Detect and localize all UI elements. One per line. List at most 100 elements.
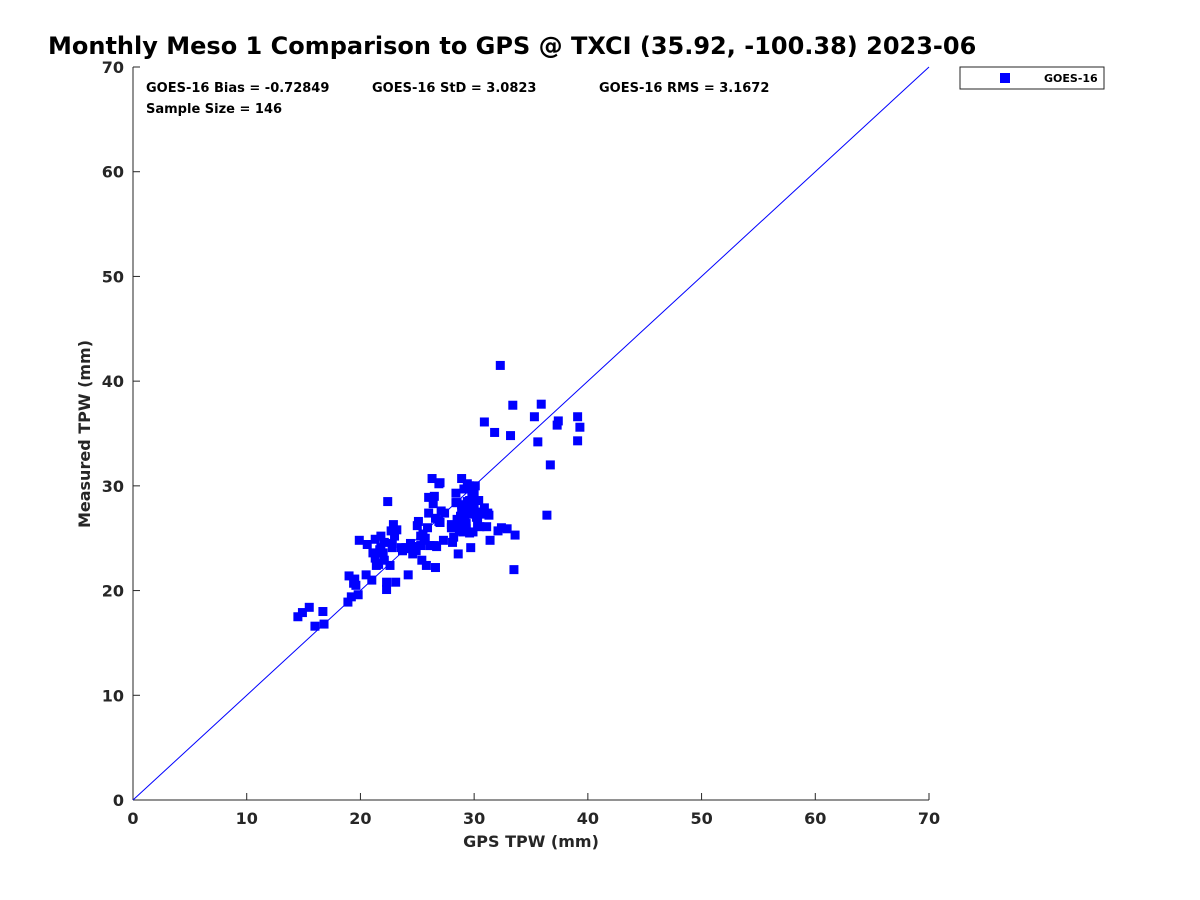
data-point [482,522,492,532]
data-point [388,520,398,530]
data-point [453,549,463,559]
x-tick-label: 10 [236,809,258,828]
data-point [293,612,303,622]
data-point [435,478,445,488]
data-point [536,399,546,409]
data-point [343,597,353,607]
data-point [385,560,395,570]
data-point [485,535,495,545]
data-point [466,483,476,493]
data-point [398,546,408,556]
data-point [379,555,389,565]
y-tick-label: 10 [102,686,124,705]
data-point [382,577,392,587]
data-point [474,496,484,506]
stat-std: GOES-16 StD = 3.0823 [372,81,536,96]
data-point [346,592,356,602]
data-point [353,590,363,600]
data-point [475,522,485,532]
data-point [403,570,413,580]
data-point [416,531,426,541]
data-point [542,510,552,520]
data-point [475,507,485,517]
data-point [455,521,465,531]
data-point [428,499,438,509]
x-tick-label: 0 [127,809,138,828]
data-point [423,523,433,533]
data-point [344,571,354,581]
data-point [461,524,471,534]
data-point [420,533,430,543]
data-point [529,412,539,422]
legend-marker-icon [1000,73,1010,83]
data-point [452,514,462,524]
data-point [452,498,462,508]
data-point [430,563,440,573]
data-point [481,509,491,519]
data-point [382,585,392,595]
chart-title: Monthly Meso 1 Comparison to GPS @ TXCI … [48,32,976,60]
y-axis-label: Measured TPW (mm) [75,340,94,528]
y-tick-label: 50 [102,267,124,286]
data-point [457,474,467,484]
data-point [553,416,563,426]
stat-bias: GOES-16 Bias = -0.72849 [146,81,329,96]
data-point [386,526,396,536]
data-point [502,524,512,534]
data-point [446,520,456,530]
data-point [479,417,489,427]
data-point [468,505,478,515]
data-point [438,535,448,545]
y-tick-label: 0 [113,791,124,810]
series-goes16 [293,360,585,631]
data-point [469,499,479,509]
data-point [469,489,479,499]
data-point [451,488,461,498]
x-ticks: 0 10 20 30 40 50 60 70 [127,793,940,828]
data-point [575,422,585,432]
data-point [417,555,427,565]
data-point [370,534,380,544]
data-point [533,437,543,447]
data-point [370,553,380,563]
data-point [457,500,467,510]
data-point [427,474,437,484]
data-point [490,427,500,437]
data-point [407,542,417,552]
data-point [506,431,516,441]
data-point [466,543,476,553]
data-point [362,539,372,549]
data-point [361,570,371,580]
data-point [425,541,435,551]
legend-box [959,66,1105,90]
y-tick-label: 70 [102,58,124,77]
x-tick-label: 50 [690,809,712,828]
data-point [383,497,393,507]
data-point [304,602,314,612]
y-ticks: 0 10 20 30 40 50 60 70 [102,58,140,810]
legend: GOES-16 [959,66,1105,90]
data-point [510,530,520,540]
x-tick-label: 70 [918,809,940,828]
data-point [473,512,483,522]
data-point [495,360,505,370]
data-point [459,484,469,494]
data-point [429,491,439,501]
data-point [391,577,401,587]
data-point [424,508,434,518]
data-point [392,525,402,535]
y-tick-label: 40 [102,372,124,391]
legend-label: GOES-16 [1044,72,1098,85]
data-point [448,537,458,547]
data-point [413,516,423,526]
data-point [379,537,389,547]
data-point [416,541,426,551]
data-point [508,400,518,410]
data-point [496,523,506,533]
data-point [545,460,555,470]
data-point [411,546,421,556]
data-point [470,481,480,491]
data-point [374,559,384,569]
x-tick-label: 20 [349,809,371,828]
data-point [367,575,377,585]
